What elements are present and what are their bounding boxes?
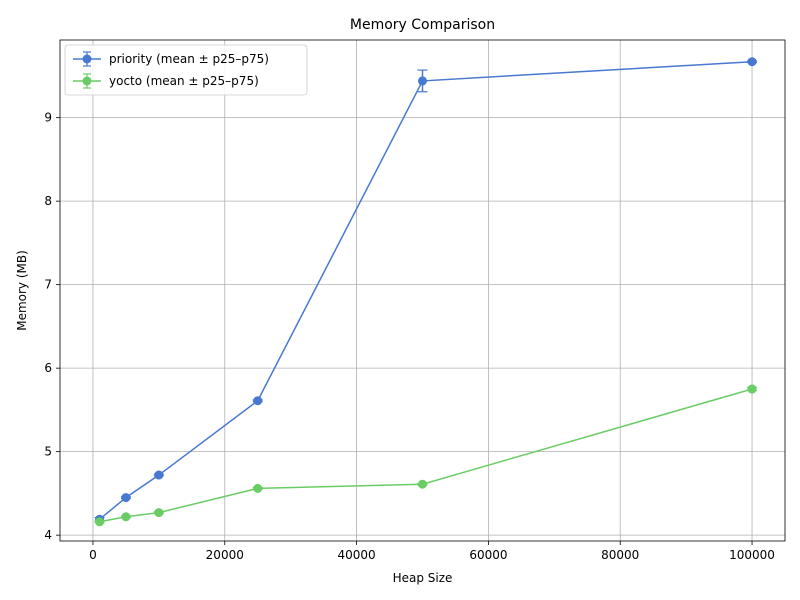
data-point [154,508,164,518]
x-tick-label: 100000 [729,548,775,562]
y-tick-label: 4 [44,528,52,542]
grid [60,40,785,541]
data-point [154,470,164,480]
data-point [121,493,131,503]
x-tick-label: 20000 [206,548,244,562]
data-point [253,396,263,406]
x-tick-label: 40000 [337,548,375,562]
data-point [121,512,131,522]
y-tick-label: 8 [44,194,52,208]
legend: priority (mean ± p25–p75) yocto (mean ± p… [64,44,308,96]
series-1 [94,384,758,527]
y-tick-label: 6 [44,361,52,375]
data-point [418,479,427,489]
y-tick-label: 9 [44,111,52,125]
y-tick-label: 7 [44,278,52,292]
legend-marker [82,76,92,86]
y-axis-title: Memory (MB) [15,250,29,331]
x-tick-label: 0 [89,548,97,562]
legend-item-0: priority (mean ± p25–p75) [73,51,269,67]
series-0 [94,57,758,524]
ticks: 0 20000 40000 60000 80000 100000 4 5 6 7 8 9 [44,111,775,562]
data-point [747,57,757,67]
legend-label: priority (mean ± p25–p75) [109,52,269,66]
data-point [95,517,105,527]
plot-frame [59,39,786,542]
series-line [99,60,753,520]
series-layer [94,57,758,527]
legend-marker [82,54,92,64]
data-point [747,384,757,394]
data-point [253,483,263,493]
x-tick-label: 80000 [601,548,639,562]
series-line [99,388,753,523]
data-point [418,76,427,86]
x-axis-title: Heap Size [393,571,453,585]
legend-box [64,44,308,96]
legend-item-1: yocto (mean ± p25–p75) [73,73,259,89]
chart-title: Memory Comparison [350,17,495,33]
x-tick-label: 60000 [469,548,507,562]
y-tick-label: 5 [44,445,52,459]
legend-label: yocto (mean ± p25–p75) [109,74,259,88]
